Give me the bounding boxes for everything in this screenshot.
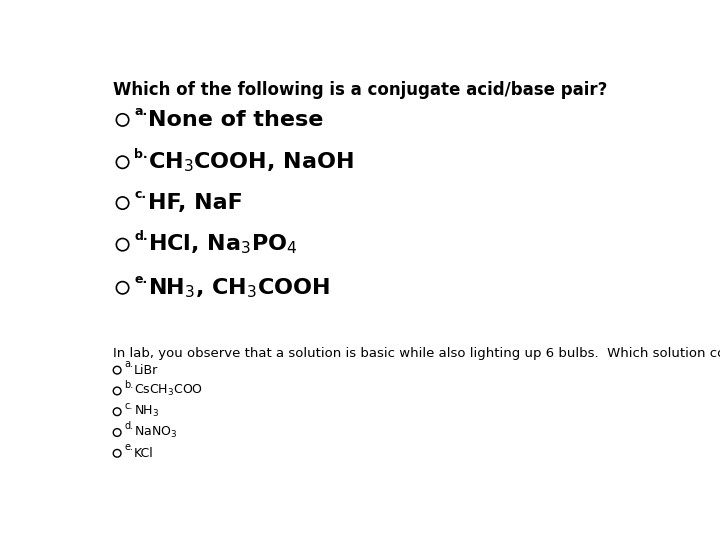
Text: a.: a. (124, 359, 133, 369)
Text: Which of the following is a conjugate acid/base pair?: Which of the following is a conjugate ac… (113, 81, 608, 100)
Text: NaNO$_3$: NaNO$_3$ (134, 425, 177, 440)
Text: NH$_3$: NH$_3$ (134, 404, 159, 419)
Text: c.: c. (134, 189, 146, 201)
Text: NH$_3$, CH$_3$COOH: NH$_3$, CH$_3$COOH (148, 276, 330, 300)
Text: None of these: None of these (148, 110, 323, 130)
Text: c.: c. (124, 400, 132, 411)
Text: CsCH$_3$COO: CsCH$_3$COO (134, 383, 203, 399)
Text: HCl, Na$_3$PO$_4$: HCl, Na$_3$PO$_4$ (148, 233, 297, 256)
Text: b.: b. (124, 380, 133, 390)
Text: e.: e. (134, 273, 148, 286)
Text: e.: e. (124, 442, 133, 452)
Text: LiBr: LiBr (134, 364, 158, 377)
Text: CH$_3$COOH, NaOH: CH$_3$COOH, NaOH (148, 151, 354, 174)
Text: In lab, you observe that a solution is basic while also lighting up 6 bulbs.  Wh: In lab, you observe that a solution is b… (113, 347, 720, 360)
Text: a.: a. (134, 105, 148, 118)
Text: HF, NaF: HF, NaF (148, 193, 243, 213)
Text: KCl: KCl (134, 447, 154, 460)
Text: b.: b. (134, 147, 148, 161)
Text: d.: d. (134, 230, 148, 243)
Text: d.: d. (124, 421, 133, 431)
